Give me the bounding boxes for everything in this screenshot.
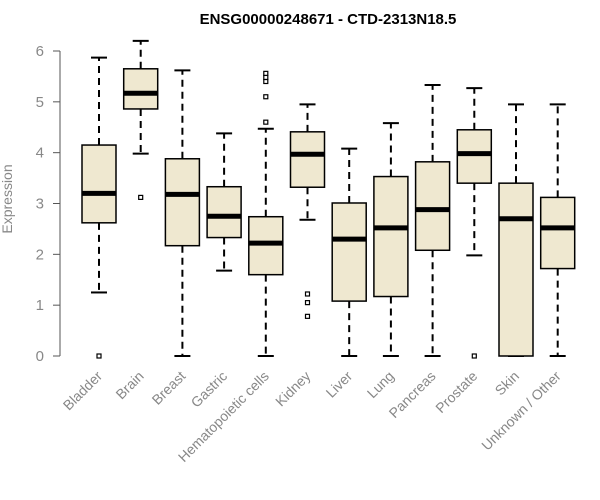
iqr-box <box>373 175 409 298</box>
x-tick-label: Breast <box>149 368 189 408</box>
box-group <box>539 103 576 357</box>
x-tick-label: Kidney <box>272 368 314 410</box>
box-group <box>81 56 117 359</box>
box-group <box>206 132 242 272</box>
chart-title: ENSG00000248671 - CTD-2313N18.5 <box>200 11 457 28</box>
box-group <box>331 147 367 357</box>
box-group <box>248 70 284 357</box>
iqr-box <box>164 158 201 247</box>
outlier-point <box>304 313 311 319</box>
box-group <box>164 69 201 357</box>
iqr-box <box>539 196 576 270</box>
x-tick-label: Liver <box>323 368 356 401</box>
y-tick-label: 6 <box>36 43 44 60</box>
iqr-box <box>81 144 117 224</box>
iqr-box <box>206 185 242 239</box>
box-group <box>122 39 159 200</box>
outlier-point <box>471 353 477 359</box>
y-axis: 0 1 2 3 4 5 6 <box>36 43 61 365</box>
iqr-box <box>248 215 284 276</box>
outlier-point <box>263 74 269 81</box>
box-group <box>373 122 409 357</box>
y-tick-label: 1 <box>36 297 44 314</box>
outlier-point <box>263 78 269 85</box>
outlier-point <box>304 300 311 306</box>
x-tick-label: Bladder <box>60 368 106 414</box>
y-tick-label: 5 <box>36 94 44 111</box>
y-tick-label: 4 <box>36 145 44 162</box>
x-tick-label: Unknown / Other <box>478 368 564 454</box>
y-axis-label: Expression <box>0 164 15 233</box>
iqr-box <box>122 68 159 110</box>
outlier-point <box>138 194 144 200</box>
iqr-box <box>331 202 367 302</box>
outlier-point <box>263 94 269 100</box>
outlier-point <box>263 119 269 125</box>
outlier-point <box>304 291 311 297</box>
box-series <box>81 39 576 359</box>
x-tick-label: Brain <box>112 368 146 402</box>
box-group <box>414 84 451 357</box>
box-group <box>456 87 493 359</box>
iqr-box <box>289 131 326 188</box>
x-tick-label: Skin <box>492 368 523 399</box>
x-tick-label: Prostate <box>432 368 480 416</box>
x-tick-label: Lung <box>364 368 397 401</box>
box-group <box>289 103 326 319</box>
y-tick-label: 2 <box>36 246 44 263</box>
outlier-point <box>96 353 102 359</box>
box-group <box>498 103 534 357</box>
y-tick-label: 3 <box>36 196 44 213</box>
outlier-point <box>263 70 269 76</box>
y-tick-label: 0 <box>36 348 44 365</box>
iqr-box <box>456 129 493 184</box>
iqr-box <box>414 161 451 252</box>
iqr-box <box>498 182 534 357</box>
